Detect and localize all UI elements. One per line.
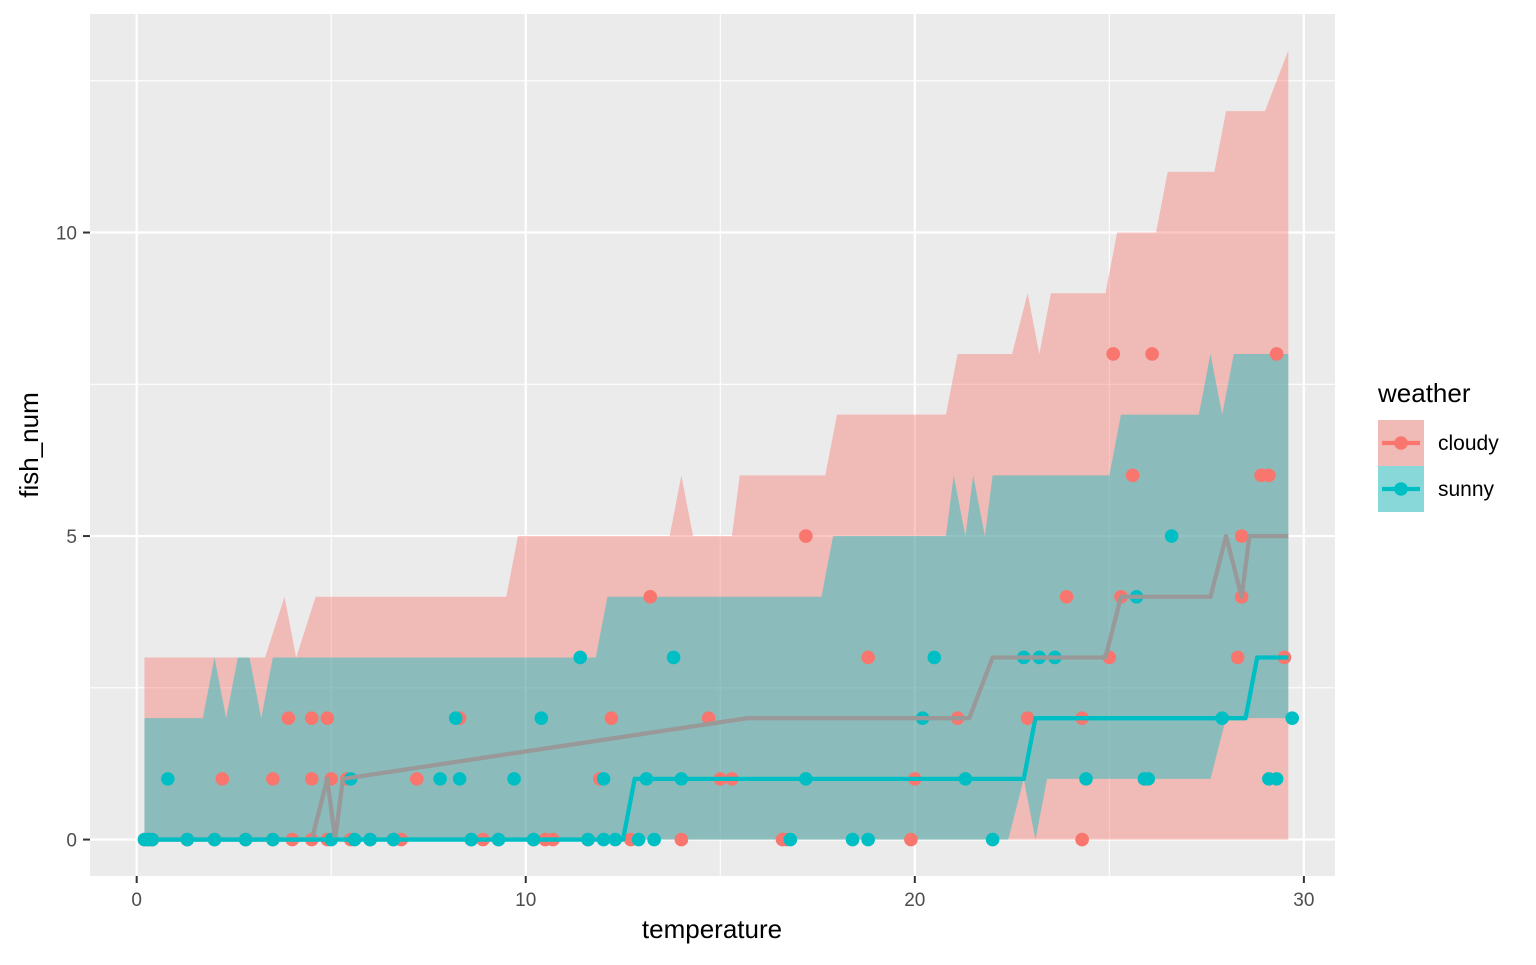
point-cloudy [281, 711, 296, 725]
point-cloudy [266, 772, 280, 786]
legend-key-point-cloudy [1394, 436, 1408, 450]
point-cloudy [1106, 347, 1121, 361]
point-sunny [452, 772, 467, 786]
plot-panel [90, 14, 1335, 876]
fit-line-layer [144, 533, 1289, 842]
point-sunny [845, 832, 860, 847]
legend-title: weather [1377, 378, 1471, 408]
legend-label-cloudy: cloudy [1438, 432, 1499, 455]
point-cloudy [320, 711, 335, 725]
y-tick-label: 5 [66, 527, 77, 548]
point-cloudy [1075, 832, 1089, 847]
x-tick-label: 10 [515, 890, 536, 911]
point-cloudy [215, 772, 230, 786]
point-cloudy [1234, 529, 1249, 543]
fit-line-sunny [144, 655, 1289, 842]
point-cloudy [1059, 589, 1074, 604]
minor-grid [90, 14, 1335, 876]
point-cloudy [1269, 347, 1284, 361]
point-cloudy [643, 589, 658, 604]
point-sunny [985, 832, 1000, 847]
y-axis: 0 5 10 [56, 224, 90, 852]
point-cloudy [1262, 468, 1276, 483]
point-sunny [1164, 529, 1179, 543]
x-axis: 0 10 20 30 [131, 876, 1314, 911]
ribbon-layer [144, 50, 1289, 840]
point-cloudy [304, 772, 319, 786]
point-cloudy [604, 711, 619, 725]
x-tick-label: 20 [904, 890, 925, 911]
legend-keys: cloudy sunny [1378, 420, 1499, 512]
point-cloudy [674, 832, 689, 847]
ribbon-sunny [144, 353, 1289, 840]
point-sunny [927, 650, 942, 665]
point-sunny [534, 711, 549, 725]
x-tick-label: 30 [1293, 890, 1314, 911]
point-sunny [1079, 772, 1093, 786]
point-cloudy [1230, 650, 1245, 665]
x-tick-label: 0 [131, 890, 142, 911]
point-sunny [507, 772, 521, 786]
point-sunny [161, 772, 175, 786]
point-sunny [1269, 772, 1284, 786]
ribbon-cloudy [144, 50, 1289, 840]
point-sunny [596, 772, 611, 786]
point-sunny [573, 650, 588, 665]
point-sunny [647, 832, 661, 847]
point-cloudy [304, 711, 319, 725]
point-sunny [433, 772, 447, 786]
y-tick-label: 0 [66, 831, 77, 852]
legend-key-point-sunny [1394, 482, 1408, 496]
point-cloudy [1020, 711, 1035, 725]
point-sunny [631, 832, 646, 847]
y-tick-label: 10 [56, 224, 77, 245]
point-cloudy [1125, 468, 1140, 483]
point-cloudy [410, 772, 424, 786]
fit-line-cloudy [144, 533, 1289, 842]
point-cloudy [861, 650, 875, 665]
point-sunny [1141, 772, 1156, 786]
x-axis-title: temperature [642, 914, 782, 944]
point-sunny [1285, 711, 1300, 725]
point-sunny [666, 650, 681, 665]
point-cloudy [904, 832, 918, 847]
y-axis-title: fish_num [14, 392, 44, 498]
legend-label-sunny: sunny [1438, 478, 1495, 501]
point-cloudy [799, 529, 813, 543]
legend: weather cloudy sunny [1377, 378, 1499, 512]
point-cloudy [1145, 347, 1159, 361]
point-sunny [861, 832, 875, 847]
point-sunny [448, 711, 463, 725]
point-sunny [783, 832, 798, 847]
